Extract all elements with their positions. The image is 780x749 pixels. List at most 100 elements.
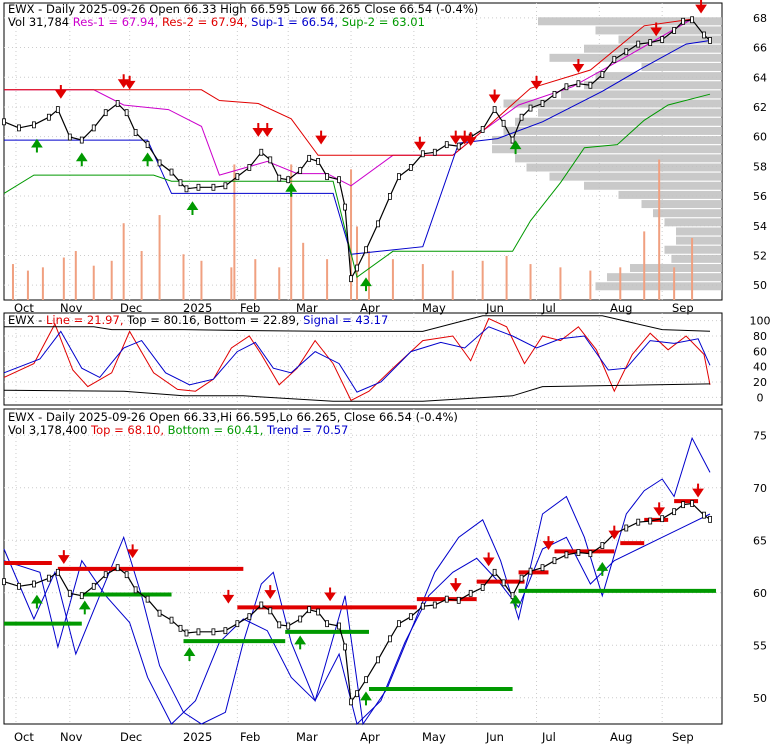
volume-profile-bar bbox=[618, 190, 722, 199]
price-candle bbox=[432, 148, 437, 156]
price-candle-bottom bbox=[528, 567, 533, 575]
oscillator-line-top bbox=[4, 315, 711, 332]
volume-profile-bar bbox=[503, 99, 722, 108]
volume-bar bbox=[356, 226, 359, 300]
price-candle-bottom bbox=[343, 643, 347, 651]
price-candle bbox=[178, 179, 183, 187]
top-header-2-segment: Res-1 = 67.94, bbox=[73, 15, 162, 29]
price-candle bbox=[444, 141, 449, 149]
price-candle bbox=[480, 126, 485, 133]
price-candle bbox=[259, 148, 264, 156]
x-axis-label-bottom: May bbox=[422, 730, 446, 744]
volume-profile-bar bbox=[561, 90, 722, 99]
price-candle-bottom bbox=[432, 601, 437, 609]
price-candle bbox=[355, 264, 359, 272]
x-axis-label-bottom: Sep bbox=[672, 730, 694, 744]
volume-bar bbox=[62, 257, 65, 300]
x-axis-label-top: Sep bbox=[672, 301, 694, 315]
top-y-tick-label: 60 bbox=[753, 131, 767, 144]
x-axis-label-bottom: 2025 bbox=[183, 730, 212, 744]
price-candle-bottom bbox=[259, 601, 264, 609]
price-candle-bottom bbox=[124, 571, 129, 579]
middle-y-tick-label: 40 bbox=[753, 361, 767, 374]
bottom-header-2-segment: Vol 3,178,400 bbox=[8, 423, 91, 437]
volume-profile-bar bbox=[515, 154, 722, 163]
volume-bar bbox=[451, 270, 454, 300]
volume-profile-bar bbox=[595, 72, 722, 81]
volume-profile-bar bbox=[492, 145, 722, 154]
price-candle bbox=[648, 39, 653, 46]
middle-y-tick-label: 20 bbox=[753, 376, 767, 389]
buy-arrow bbox=[31, 138, 43, 153]
x-axis-label-top: Feb bbox=[240, 301, 260, 315]
top-y-tick-label: 66 bbox=[753, 42, 767, 55]
volume-profile-bar bbox=[492, 136, 722, 145]
price-candle bbox=[576, 80, 581, 88]
price-candle-bottom bbox=[672, 508, 677, 516]
top-header-2-segment: Sup-2 = 63.01 bbox=[342, 15, 425, 29]
volume-bar bbox=[559, 267, 562, 300]
middle-y-tick-label: 100 bbox=[750, 315, 771, 328]
volume-bar bbox=[200, 260, 203, 300]
bottom-header-2-segment: Top = 68.10, bbox=[90, 423, 168, 437]
volume-bar bbox=[302, 242, 305, 300]
x-axis-label-bottom: Feb bbox=[240, 730, 260, 744]
top-header: EWX - Daily 2025-09-26 Open 66.33 High 6… bbox=[8, 2, 478, 16]
price-candle-bottom bbox=[2, 578, 6, 586]
x-axis-label-top: Jul bbox=[541, 301, 556, 315]
price-candle-bottom bbox=[492, 568, 497, 576]
price-candle bbox=[690, 16, 694, 24]
sell-arrow bbox=[315, 130, 327, 145]
price-candle-bottom bbox=[444, 595, 449, 603]
oscillator-line-bottom bbox=[3, 383, 711, 402]
sell-arrow-bottom bbox=[608, 525, 621, 540]
sell-arrow bbox=[413, 136, 426, 151]
price-candle bbox=[298, 167, 303, 174]
top-y-tick-label: 54 bbox=[753, 220, 767, 233]
price-candle-bottom bbox=[540, 564, 545, 572]
volume-profile-bar bbox=[653, 209, 722, 218]
buy-arrow bbox=[141, 152, 154, 167]
price-candle-bottom bbox=[337, 622, 341, 630]
bottom-y-tick-label: 75 bbox=[753, 429, 767, 442]
price-candle bbox=[519, 113, 524, 121]
volume-bar bbox=[350, 169, 353, 300]
volume-bar bbox=[230, 267, 233, 300]
price-candle bbox=[268, 156, 273, 164]
price-candle bbox=[67, 133, 72, 141]
price-candle-bottom bbox=[468, 589, 473, 597]
volume-profile-bar bbox=[641, 200, 722, 209]
middle-header-segment: Top = 80.16, bbox=[126, 313, 204, 327]
price-candle bbox=[2, 118, 6, 126]
price-candle-bottom bbox=[103, 571, 108, 579]
price-candle-bottom bbox=[235, 620, 240, 628]
price-candle bbox=[708, 37, 712, 44]
volume-bar bbox=[26, 270, 29, 300]
price-candle bbox=[420, 150, 425, 158]
x-axis-label-bottom: Jul bbox=[541, 730, 556, 744]
volume-profile-bar bbox=[584, 44, 722, 53]
price-candle bbox=[307, 154, 312, 162]
sell-arrow bbox=[464, 132, 477, 146]
volume-profile-bar bbox=[584, 81, 722, 90]
price-candle bbox=[115, 100, 120, 107]
volume-bar bbox=[673, 267, 676, 300]
buy-arrow-bottom bbox=[78, 600, 91, 615]
price-candle-bottom bbox=[211, 628, 216, 636]
price-candle-bottom bbox=[636, 518, 641, 526]
bottom-y-tick-label: 50 bbox=[753, 692, 767, 705]
middle-header-segment: EWX - bbox=[8, 313, 46, 327]
volume-bar bbox=[391, 259, 394, 300]
top-header-2-segment: Sup-1 = 66.54, bbox=[251, 15, 342, 29]
price-candle-bottom bbox=[681, 501, 686, 509]
price-candle bbox=[388, 193, 392, 200]
bottom-header-2-segment: Bottom = 60.41, bbox=[168, 423, 267, 437]
price-candle bbox=[540, 100, 545, 107]
price-candle-bottom bbox=[420, 602, 425, 610]
price-candle bbox=[316, 157, 321, 165]
price-candle bbox=[235, 173, 240, 181]
price-candle-bottom bbox=[115, 564, 120, 572]
middle-y-tick-label: 60 bbox=[753, 345, 767, 358]
top-y-tick-label: 68 bbox=[753, 12, 767, 25]
price-candle-bottom bbox=[79, 592, 84, 600]
